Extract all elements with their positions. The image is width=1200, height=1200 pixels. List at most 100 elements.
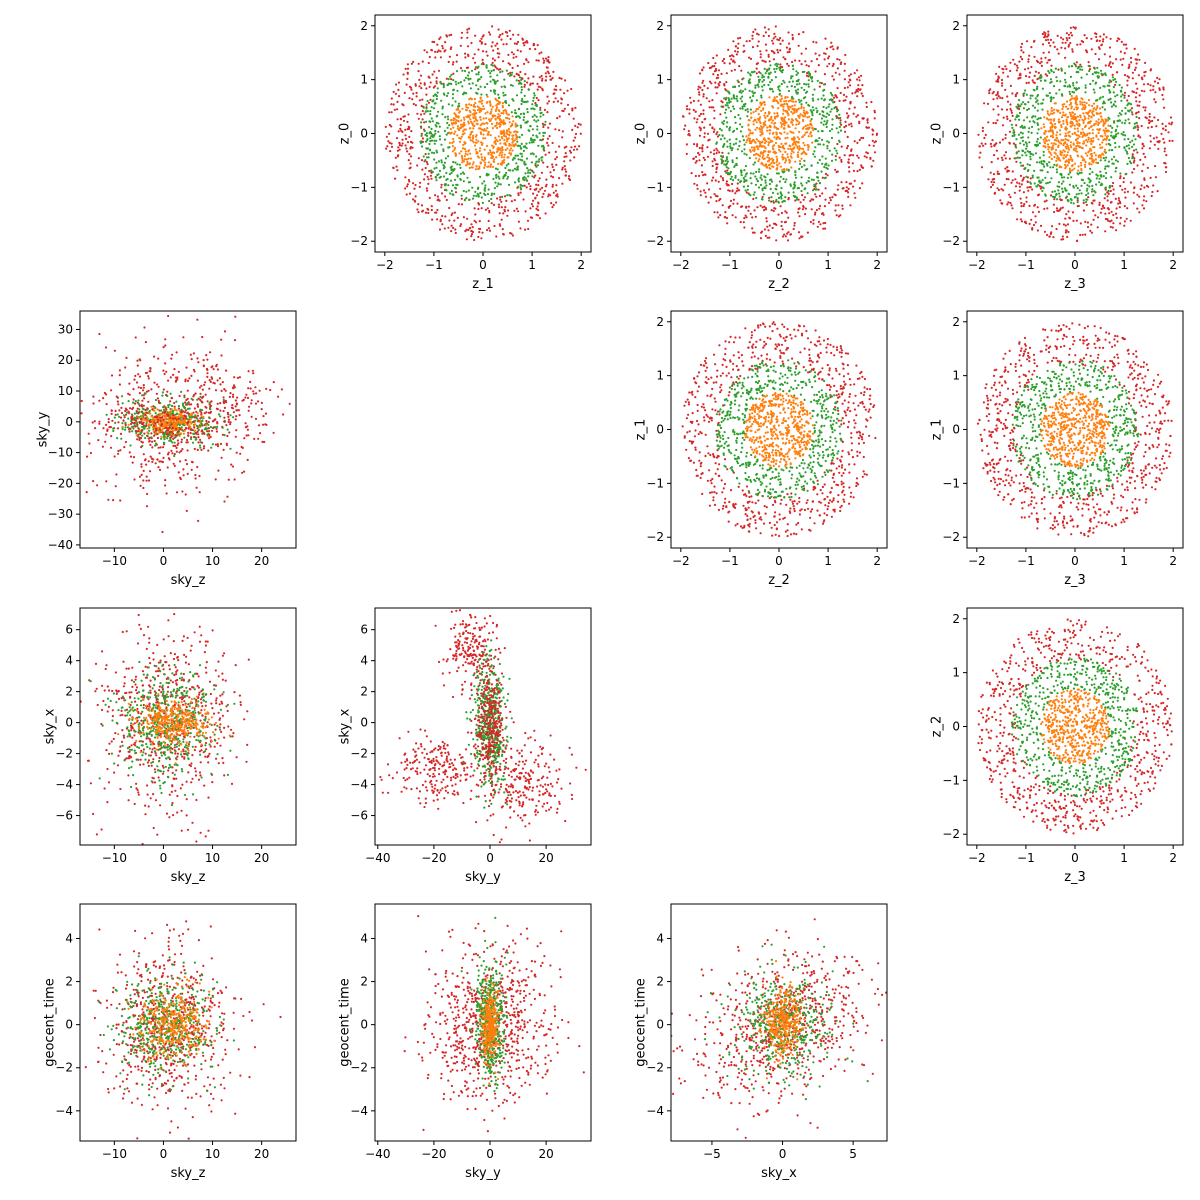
- point: [1064, 217, 1067, 220]
- point: [784, 159, 788, 162]
- point: [734, 45, 738, 48]
- point: [1001, 82, 1004, 85]
- point: [519, 191, 522, 194]
- point: [727, 183, 730, 186]
- point: [714, 69, 718, 72]
- point: [568, 149, 572, 152]
- point: [795, 70, 798, 73]
- point: [477, 156, 480, 159]
- point: [1030, 218, 1033, 221]
- point: [1055, 134, 1058, 137]
- point: [507, 156, 510, 159]
- point: [1031, 227, 1034, 230]
- point: [1085, 102, 1088, 105]
- point: [1096, 66, 1099, 69]
- point: [1010, 123, 1014, 126]
- point: [438, 135, 441, 138]
- point: [1001, 97, 1004, 100]
- point: [1107, 98, 1110, 101]
- point: [1068, 183, 1071, 186]
- point: [809, 119, 812, 123]
- point: [536, 194, 539, 197]
- point: [742, 77, 745, 80]
- point: [1076, 87, 1079, 91]
- point: [469, 139, 472, 142]
- point: [1036, 85, 1039, 88]
- point: [467, 122, 470, 125]
- point: [1126, 162, 1129, 165]
- point: [794, 59, 797, 62]
- point: [1056, 79, 1059, 83]
- point: [492, 203, 496, 206]
- point: [1154, 176, 1157, 179]
- point: [770, 121, 773, 124]
- point: [1095, 39, 1098, 43]
- point: [1040, 76, 1043, 79]
- point: [465, 238, 468, 241]
- point: [1090, 223, 1093, 226]
- point: [742, 176, 745, 180]
- point: [782, 56, 785, 59]
- point: [479, 132, 483, 135]
- point: [798, 215, 801, 218]
- point: [1028, 75, 1031, 79]
- point: [483, 156, 486, 159]
- point: [806, 124, 809, 127]
- point: [788, 105, 791, 108]
- point: [1101, 95, 1105, 98]
- point: [1132, 143, 1136, 146]
- point: [721, 134, 724, 137]
- point: [733, 165, 736, 168]
- point: [544, 185, 548, 188]
- point: [504, 93, 507, 97]
- point: [462, 180, 465, 183]
- point: [707, 61, 710, 65]
- point: [840, 181, 843, 184]
- point: [550, 175, 553, 178]
- point: [713, 117, 716, 120]
- point: [1029, 177, 1032, 180]
- point: [704, 191, 707, 194]
- point: [766, 129, 769, 132]
- point: [460, 150, 463, 153]
- point: [395, 83, 398, 86]
- point: [514, 181, 517, 184]
- point: [1047, 30, 1050, 33]
- point: [831, 64, 834, 68]
- point: [484, 208, 487, 211]
- point: [1044, 73, 1047, 76]
- point: [734, 50, 737, 53]
- point: [1009, 196, 1012, 199]
- point: [780, 197, 783, 200]
- point: [1045, 199, 1048, 202]
- point: [725, 166, 728, 169]
- point: [721, 151, 724, 154]
- point: [783, 233, 786, 236]
- point: [780, 187, 783, 190]
- point: [548, 61, 551, 64]
- point: [811, 80, 814, 83]
- point: [505, 140, 509, 143]
- point: [724, 111, 727, 114]
- point: [1019, 218, 1022, 221]
- point: [774, 70, 777, 73]
- point: [537, 190, 540, 193]
- point: [1036, 93, 1040, 97]
- point: [784, 180, 787, 184]
- y-tick-label: 1: [656, 73, 664, 87]
- point: [1048, 146, 1051, 149]
- point: [1162, 127, 1165, 130]
- point: [1071, 65, 1074, 68]
- point: [1116, 125, 1119, 128]
- point: [1087, 64, 1090, 67]
- point: [437, 69, 441, 72]
- point: [505, 137, 509, 140]
- point: [1121, 109, 1124, 112]
- point: [455, 60, 458, 63]
- point: [774, 117, 777, 120]
- point: [1131, 113, 1134, 116]
- point: [812, 40, 815, 44]
- point: [521, 133, 524, 136]
- point: [508, 29, 511, 32]
- point: [502, 43, 505, 46]
